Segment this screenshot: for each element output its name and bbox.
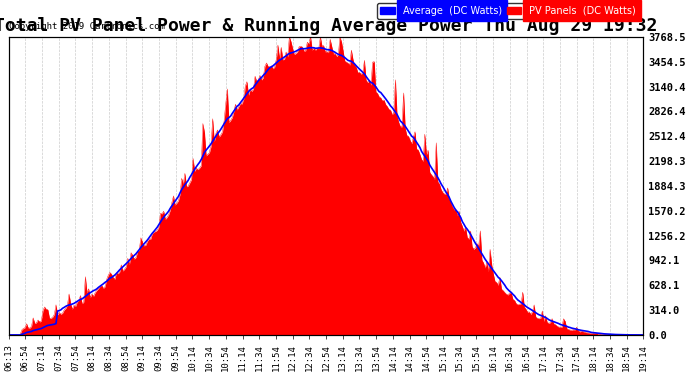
Text: Copyright 2019 Cartronics.com: Copyright 2019 Cartronics.com xyxy=(9,22,164,31)
Title: Total PV Panel Power & Running Average Power Thu Aug 29 19:32: Total PV Panel Power & Running Average P… xyxy=(0,16,658,35)
Legend: Average  (DC Watts), PV Panels  (DC Watts): Average (DC Watts), PV Panels (DC Watts) xyxy=(377,3,639,19)
